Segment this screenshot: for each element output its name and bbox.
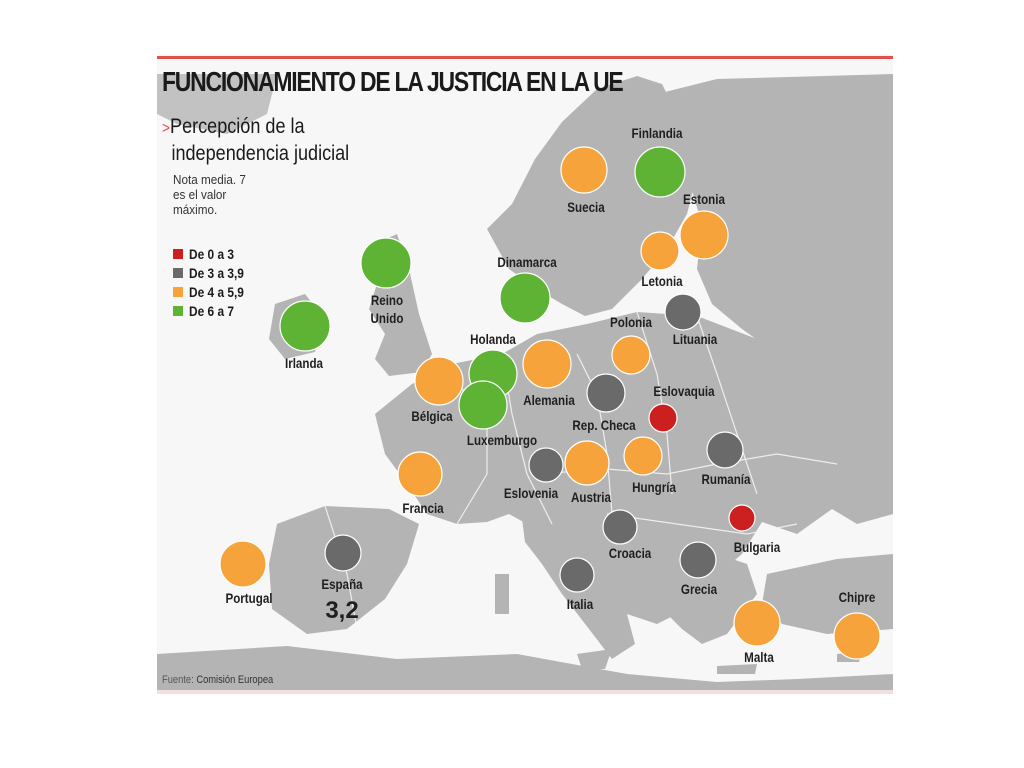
marker-rep-checa <box>586 373 626 413</box>
marker-polonia <box>611 335 651 375</box>
marker-grecia <box>679 541 717 579</box>
top-rule <box>157 56 893 59</box>
marker-reino-unido <box>360 237 412 289</box>
source-prefix: Fuente: <box>162 674 194 686</box>
label-malta: Malta <box>744 650 775 665</box>
marker-portugal <box>219 540 267 588</box>
marker-lituania <box>664 293 702 331</box>
label-polonia: Polonia <box>610 315 653 330</box>
label-bulgaria: Bulgaria <box>734 540 781 555</box>
legend-swatch <box>173 305 183 316</box>
marker-malta <box>733 599 781 647</box>
label-belgica: Bélgica <box>411 409 453 424</box>
crete-land <box>717 664 757 674</box>
infographic: Finlandia Suecia Estonia Letonia Dinamarca Re… <box>157 54 893 694</box>
label-finlandia: Finlandia <box>632 126 684 141</box>
label-chipre: Chipre <box>839 590 876 605</box>
legend-swatch <box>173 286 183 297</box>
legend: De 0 a 3 De 3 a 3,9 De 4 a 5,9 De 6 a 7 <box>173 244 254 320</box>
label-alemania: Alemania <box>523 393 575 408</box>
marker-chipre <box>833 612 881 660</box>
country-markers: Finlandia Suecia Estonia Letonia Dinamarca Re… <box>219 126 881 665</box>
label-estonia: Estonia <box>683 192 726 207</box>
label-rumania: Rumanía <box>702 472 752 487</box>
source-credit: Fuente: Comisión Europea <box>162 674 273 686</box>
source-name: Comisión Europea <box>196 674 274 686</box>
marker-finlandia <box>634 146 686 198</box>
marker-irlanda <box>279 300 331 352</box>
infographic-title: FUNCIONAMIENTO DE LA JUSTICIA EN LA UE <box>162 66 624 97</box>
legend-item-6-7: De 6 a 7 <box>173 301 254 320</box>
note-text: Nota media. 7 es el valor máximo. <box>173 172 246 217</box>
label-dinamarca: Dinamarca <box>497 255 557 270</box>
europe-map: Finlandia Suecia Estonia Letonia Dinamarca Re… <box>157 74 893 694</box>
label-suecia: Suecia <box>567 200 605 215</box>
legend-swatch <box>173 248 183 259</box>
marker-suecia <box>560 146 608 194</box>
marker-alemania <box>522 339 572 389</box>
north-africa-land <box>157 646 893 694</box>
label-lituania: Lituania <box>673 332 718 347</box>
finland-russia-land <box>657 74 893 434</box>
marker-italia <box>559 557 595 593</box>
legend-item-4-59: De 4 a 5,9 <box>173 282 254 301</box>
marker-eslovaquia <box>648 403 678 433</box>
marker-espana <box>324 534 362 572</box>
label-portugal: Portugal <box>225 591 272 606</box>
label-espana: España <box>321 577 363 592</box>
marker-luxemburgo <box>458 380 508 430</box>
marker-eslovenia <box>528 447 564 483</box>
marker-rumania <box>706 431 744 469</box>
bottom-rule <box>157 690 893 694</box>
value-espana: 3,2 <box>325 597 358 624</box>
balkans-land <box>627 544 757 644</box>
subtitle-line-1: Percepción de la <box>170 115 305 138</box>
marker-dinamarca <box>499 272 551 324</box>
label-holanda: Holanda <box>470 332 517 347</box>
label-luxemburgo: Luxemburgo <box>467 433 538 448</box>
label-francia: Francia <box>402 501 444 516</box>
label-letonia: Letonia <box>641 274 683 289</box>
marker-francia <box>397 451 443 497</box>
legend-label: De 3 a 3,9 <box>189 264 244 281</box>
label-eslovaquia: Eslovaquia <box>653 384 715 399</box>
label-reino-unido-1: Reino <box>371 293 404 308</box>
legend-item-0-3: De 0 a 3 <box>173 244 254 263</box>
marker-belgica <box>414 356 464 406</box>
legend-label: De 0 a 3 <box>189 245 234 262</box>
northwest-land <box>157 74 277 134</box>
label-italia: Italia <box>567 597 594 612</box>
label-grecia: Grecia <box>681 582 718 597</box>
marker-bulgaria <box>728 504 756 532</box>
marker-hungria <box>623 436 663 476</box>
sardinia-land <box>495 574 509 614</box>
subtitle-line-2: independencia judicial <box>171 142 350 165</box>
sicily-land <box>577 649 612 669</box>
label-reino-unido-2: Unido <box>371 311 404 326</box>
legend-swatch <box>173 267 183 278</box>
label-irlanda: Irlanda <box>285 356 324 371</box>
label-hungria: Hungría <box>632 480 677 495</box>
marker-estonia <box>679 210 729 260</box>
label-croacia: Croacia <box>609 546 652 561</box>
marker-letonia <box>640 231 680 271</box>
subtitle-arrow-icon: > <box>162 120 171 137</box>
marker-croacia <box>602 509 638 545</box>
legend-label: De 4 a 5,9 <box>189 283 244 300</box>
label-eslovenia: Eslovenia <box>504 486 559 501</box>
legend-item-3-39: De 3 a 3,9 <box>173 263 254 282</box>
label-rep-checa: Rep. Checa <box>572 418 636 433</box>
subtitle: >Percepción de la independencia judicial <box>162 114 349 166</box>
marker-austria <box>564 440 610 486</box>
label-austria: Austria <box>571 490 612 505</box>
legend-label: De 6 a 7 <box>189 302 234 319</box>
